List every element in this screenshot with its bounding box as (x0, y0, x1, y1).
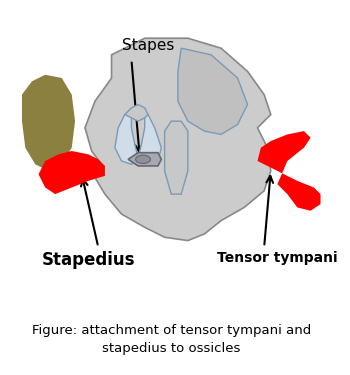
Polygon shape (85, 38, 271, 241)
Ellipse shape (135, 155, 150, 164)
Polygon shape (258, 131, 321, 211)
Polygon shape (128, 153, 161, 166)
Polygon shape (38, 151, 105, 194)
Text: Figure: attachment of tensor tympani and
stapedius to ossicles: Figure: attachment of tensor tympani and… (32, 324, 311, 354)
Text: Stapedius: Stapedius (42, 251, 135, 268)
Text: Tensor tympani: Tensor tympani (217, 251, 338, 264)
Text: Stapes: Stapes (122, 38, 174, 53)
Polygon shape (138, 114, 161, 164)
Polygon shape (164, 121, 188, 194)
Polygon shape (125, 105, 148, 121)
Polygon shape (178, 48, 247, 134)
Polygon shape (115, 114, 138, 164)
Polygon shape (22, 75, 75, 171)
